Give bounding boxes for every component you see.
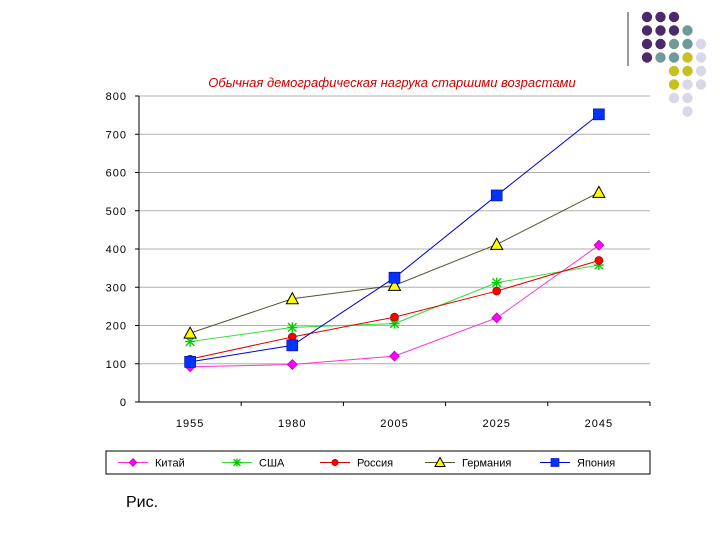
data-point — [594, 256, 604, 265]
data-point — [491, 312, 503, 324]
y-tick-label: 700 — [106, 129, 127, 141]
decor-dot — [682, 25, 693, 36]
y-tick-label: 400 — [106, 244, 127, 256]
legend-label: Япония — [577, 458, 615, 470]
decor-dot — [655, 52, 666, 63]
decor-dot — [668, 79, 680, 90]
legend-marker — [434, 456, 446, 467]
decor-dot — [641, 52, 653, 63]
legend-marker — [128, 458, 138, 467]
decor-dot — [682, 106, 693, 117]
series-triangle — [183, 185, 606, 339]
legend-marker — [550, 458, 560, 467]
data-point — [183, 326, 197, 339]
decor-dot — [668, 11, 680, 23]
decor-dot — [682, 38, 693, 50]
series-square — [184, 108, 605, 368]
x-tick-label: 1980 — [278, 418, 306, 430]
decor-dot — [655, 11, 666, 23]
x-tick-labels: 1955 1980 2005 2025 2045 — [176, 402, 651, 430]
data-point — [286, 339, 299, 352]
data-point — [593, 260, 604, 271]
chart-title: Обычная демографическая нагрука старшими… — [208, 75, 575, 90]
y-tick-label: 200 — [106, 321, 127, 333]
decor-dot — [668, 65, 680, 77]
y-tick-label: 0 — [120, 397, 127, 409]
legend-label: Германия — [462, 458, 511, 470]
data-point — [592, 185, 606, 198]
y-tick-label: 500 — [106, 206, 127, 218]
decor-dot — [695, 65, 707, 77]
decor-dot — [668, 52, 680, 63]
data-point — [387, 278, 402, 291]
decor-dot — [655, 25, 666, 36]
x-tick-label: 2005 — [380, 418, 408, 430]
figure-caption: Рис. — [126, 494, 159, 511]
decor-dot — [682, 52, 693, 63]
decor-dot — [668, 38, 680, 50]
data-point — [390, 312, 399, 322]
y-tick-label: 600 — [106, 168, 127, 180]
decor-dot — [682, 65, 693, 77]
y-tick-label: 800 — [106, 91, 127, 103]
legend-items: Китай США Россия Германия Япония — [118, 456, 615, 470]
decor-dot — [641, 11, 653, 23]
gridlines — [135, 95, 650, 403]
decor-dot — [655, 38, 666, 50]
legend — [105, 450, 651, 475]
data-point — [593, 239, 605, 251]
decor-dot — [668, 92, 680, 104]
data-point — [389, 318, 400, 329]
data-point — [285, 291, 300, 305]
legend-label: США — [259, 458, 285, 470]
legend-label: Россия — [357, 458, 393, 470]
decor-dot — [695, 38, 707, 50]
data-point — [489, 237, 504, 250]
decor-dot — [682, 92, 693, 104]
data-point — [286, 359, 298, 370]
y-tick-labels: 0 100 200 300 400 500 600 700 800 — [106, 91, 127, 409]
x-tick-label: 2045 — [585, 418, 613, 430]
data-point — [184, 356, 196, 368]
x-tick-label: 2025 — [482, 418, 510, 430]
legend-marker — [233, 458, 241, 467]
data-point — [388, 271, 401, 284]
y-tick-label: 300 — [106, 282, 127, 294]
data-point — [389, 350, 400, 362]
decor-dot — [695, 52, 707, 63]
data-point — [492, 286, 502, 296]
data-point — [593, 108, 605, 121]
decor-dot — [668, 25, 680, 36]
decor-dot — [641, 38, 653, 50]
x-tick-label: 1955 — [176, 418, 204, 430]
legend-label: Китай — [155, 458, 185, 470]
series-group — [183, 108, 606, 373]
data-point — [490, 189, 503, 202]
data-point — [491, 277, 502, 288]
decor-dot — [682, 79, 693, 90]
decor-dot — [641, 25, 653, 36]
data-point — [185, 336, 196, 347]
data-point — [287, 322, 298, 333]
legend-marker — [331, 458, 339, 466]
decor-dot — [695, 79, 707, 90]
y-tick-label: 100 — [106, 359, 127, 371]
series-star — [185, 260, 604, 347]
